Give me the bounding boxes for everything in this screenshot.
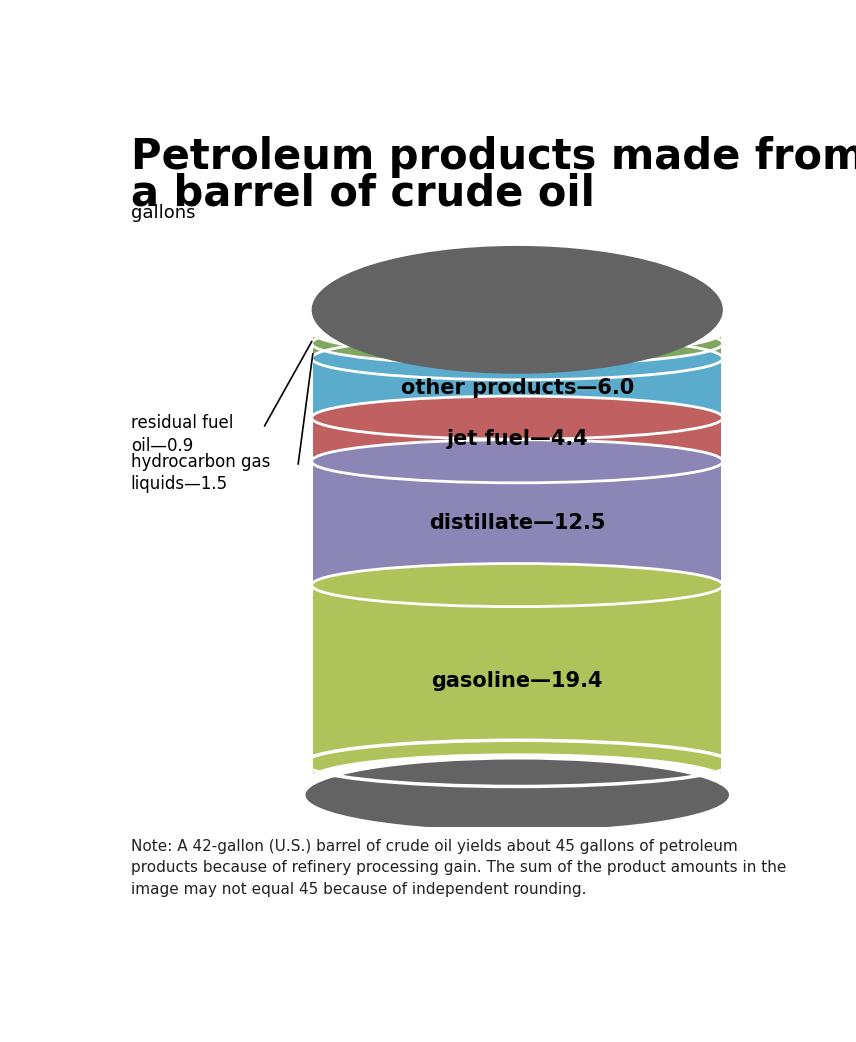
Ellipse shape — [313, 322, 722, 365]
Ellipse shape — [311, 753, 723, 801]
Polygon shape — [313, 344, 722, 358]
Text: a barrel of crude oil: a barrel of crude oil — [131, 173, 595, 215]
Text: other products—6.0: other products—6.0 — [401, 378, 633, 398]
Ellipse shape — [313, 313, 722, 356]
Text: Petroleum products made from: Petroleum products made from — [131, 135, 856, 178]
Text: gallons: gallons — [131, 203, 195, 222]
Polygon shape — [313, 334, 722, 344]
Text: distillate—12.5: distillate—12.5 — [429, 513, 605, 534]
Ellipse shape — [306, 760, 729, 830]
Text: gasoline—19.4: gasoline—19.4 — [431, 671, 603, 691]
Polygon shape — [110, 305, 313, 799]
Text: jet fuel—4.4: jet fuel—4.4 — [446, 429, 588, 449]
Text: Note: A 42-gallon (U.S.) barrel of crude oil yields about 45 gallons of petroleu: Note: A 42-gallon (U.S.) barrel of crude… — [131, 839, 786, 897]
Polygon shape — [722, 305, 768, 799]
Ellipse shape — [313, 396, 722, 440]
Polygon shape — [110, 826, 768, 927]
Ellipse shape — [313, 337, 722, 380]
Polygon shape — [313, 585, 722, 777]
Ellipse shape — [312, 246, 722, 374]
Polygon shape — [313, 462, 722, 585]
Polygon shape — [313, 418, 722, 462]
Polygon shape — [313, 358, 722, 418]
Ellipse shape — [313, 564, 722, 606]
Text: residual fuel
oil—0.9: residual fuel oil—0.9 — [131, 415, 233, 454]
Ellipse shape — [311, 309, 723, 356]
Text: hydrocarbon gas
liquids—1.5: hydrocarbon gas liquids—1.5 — [131, 453, 270, 493]
Ellipse shape — [313, 440, 722, 482]
